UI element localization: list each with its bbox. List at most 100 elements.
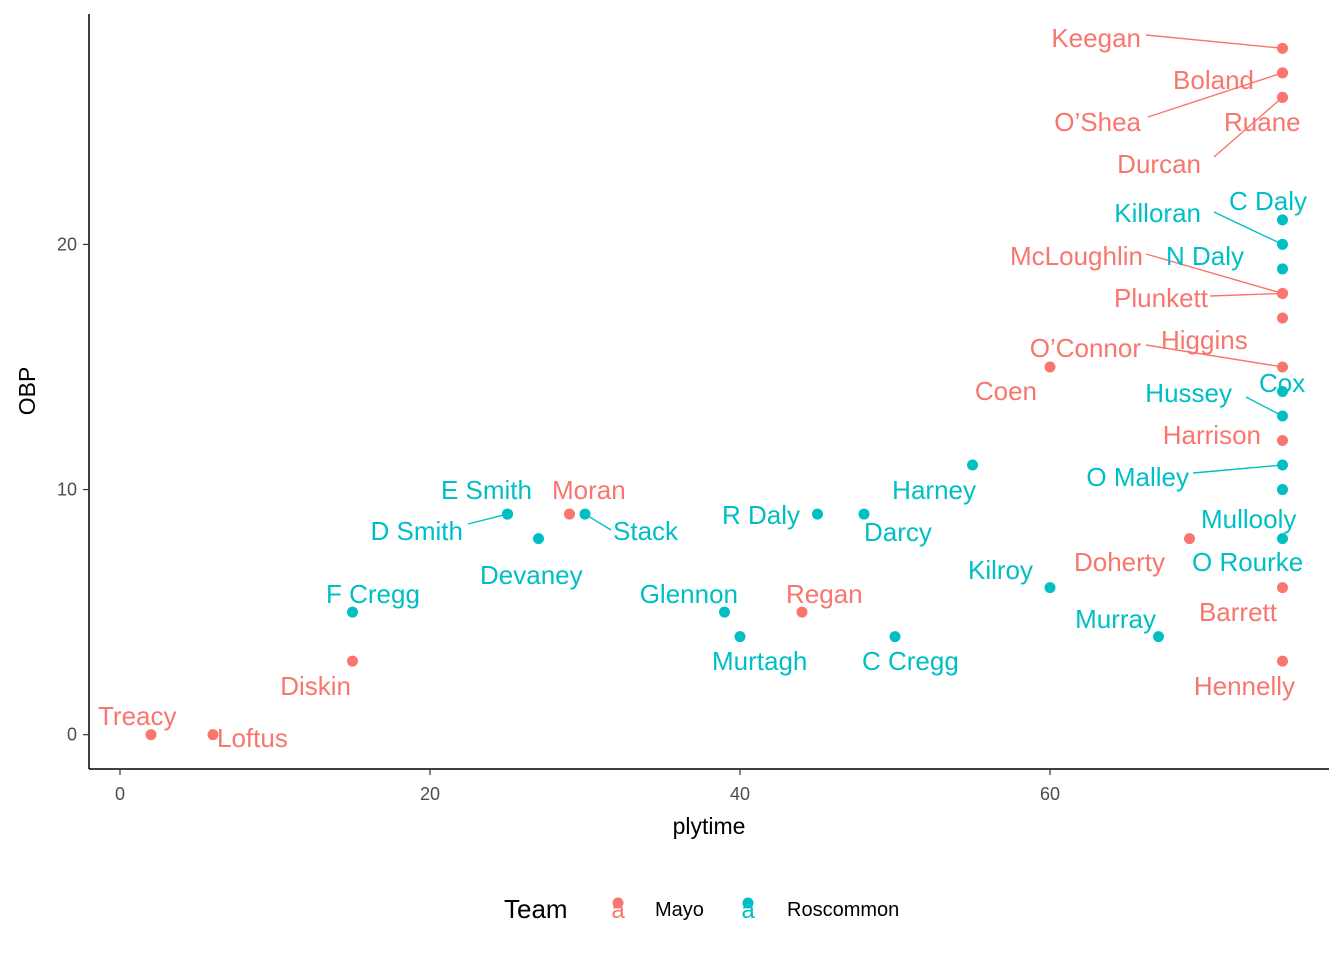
point-murray xyxy=(1153,631,1164,643)
label-e-smith: E Smith xyxy=(441,475,532,505)
label-barrett: Barrett xyxy=(1199,597,1278,627)
y-tick-label: 10 xyxy=(57,480,77,500)
connector-plunkett xyxy=(1209,292,1283,297)
label-boland: Boland xyxy=(1173,65,1254,95)
label-d-smith: D Smith xyxy=(371,516,463,546)
y-tick-label: 0 xyxy=(67,725,77,745)
label-n-daly: N Daly xyxy=(1166,241,1244,271)
connector-durcan xyxy=(1213,96,1283,158)
label-higgins: Higgins xyxy=(1161,325,1248,355)
connector-d-smith xyxy=(467,513,508,525)
label-coen: Coen xyxy=(975,376,1037,406)
data-points xyxy=(145,42,1288,741)
legend-item-mayo: a Mayo xyxy=(611,897,704,924)
point-mullooly xyxy=(1277,484,1288,496)
point-d-smith xyxy=(502,508,513,520)
label-glennon: Glennon xyxy=(640,579,738,609)
axes xyxy=(88,14,1329,770)
point-loftus xyxy=(207,729,219,741)
point-labels: Keegan Boland O’Shea Ruane Durcan McLoughlin P… xyxy=(98,23,1307,753)
x-tick-label: 20 xyxy=(420,784,440,804)
label-mullooly: Mullooly xyxy=(1201,504,1296,534)
point-o-rourke xyxy=(1277,533,1288,545)
point-harrison xyxy=(1277,435,1288,447)
label-connectors xyxy=(467,34,1283,531)
point-c-cregg xyxy=(889,631,901,643)
legend-label-mayo: Mayo xyxy=(655,899,704,921)
label-moran: Moran xyxy=(552,475,626,505)
label-c-daly: C Daly xyxy=(1229,186,1307,216)
point-o-malley xyxy=(1277,459,1288,471)
label-loftus: Loftus xyxy=(217,723,288,753)
label-stack: Stack xyxy=(613,516,679,546)
connector-hussey xyxy=(1245,396,1283,417)
label-doherty: Doherty xyxy=(1074,547,1165,577)
connector-o-connor xyxy=(1145,344,1283,368)
x-tick-label: 40 xyxy=(730,784,750,804)
label-harney: Harney xyxy=(892,475,976,505)
point-n-daly xyxy=(1277,263,1288,275)
label-keegan: Keegan xyxy=(1051,23,1141,53)
point-doherty xyxy=(1184,533,1195,545)
point-darcy xyxy=(858,508,870,520)
point-cox xyxy=(1277,386,1288,397)
point-stack xyxy=(579,508,591,520)
legend-key-glyph-roscommon: a xyxy=(741,897,755,924)
label-o-shea: O’Shea xyxy=(1054,107,1141,137)
label-f-cregg: F Cregg xyxy=(326,579,420,609)
x-tick-label: 0 xyxy=(115,784,125,804)
point-c-daly xyxy=(1277,214,1288,226)
label-hussey: Hussey xyxy=(1145,378,1232,408)
label-devaney: Devaney xyxy=(480,560,583,590)
legend-title: Team xyxy=(504,894,568,924)
point-plunkett xyxy=(1277,287,1288,299)
label-o-rourke: O Rourke xyxy=(1192,547,1303,577)
connector-o-malley xyxy=(1192,464,1283,474)
point-durcan xyxy=(1277,91,1288,103)
label-killoran: Killoran xyxy=(1114,198,1201,228)
point-moran xyxy=(564,508,575,520)
point-keegan xyxy=(1277,42,1288,54)
legend: Team a Mayo a Roscommon xyxy=(504,894,899,924)
point-harney xyxy=(967,459,978,471)
point-o-shea xyxy=(1277,67,1288,79)
legend-key-point-mayo xyxy=(612,897,624,909)
point-barrett xyxy=(1277,582,1288,594)
legend-label-roscommon: Roscommon xyxy=(787,899,899,921)
connector-keegan xyxy=(1145,34,1283,50)
label-harrison: Harrison xyxy=(1163,420,1261,450)
label-regan: Regan xyxy=(786,579,863,609)
label-o-connor: O’Connor xyxy=(1030,333,1142,363)
label-treacy: Treacy xyxy=(98,701,177,731)
label-r-daly: R Daly xyxy=(722,500,800,530)
label-hennelly: Hennelly xyxy=(1194,671,1295,701)
x-tick-label: 60 xyxy=(1040,784,1060,804)
connector-mcloughlin xyxy=(1145,253,1283,295)
point-o-connor xyxy=(1277,361,1288,373)
legend-key-glyph-mayo: a xyxy=(611,897,625,924)
point-kilroy xyxy=(1044,582,1056,594)
point-murtagh xyxy=(734,631,746,643)
point-treacy xyxy=(145,729,157,741)
y-tick-label: 20 xyxy=(57,234,77,254)
label-o-malley: O Malley xyxy=(1086,462,1189,492)
label-darcy: Darcy xyxy=(864,517,932,547)
point-hussey xyxy=(1277,410,1288,422)
legend-item-roscommon: a Roscommon xyxy=(741,897,899,924)
legend-key-point-roscommon xyxy=(742,897,754,909)
label-plunkett: Plunkett xyxy=(1114,283,1209,313)
label-c-cregg: C Cregg xyxy=(862,646,959,676)
point-diskin xyxy=(347,655,358,667)
connector-killoran xyxy=(1213,211,1283,246)
point-r-daly xyxy=(812,508,823,520)
label-cox: Cox xyxy=(1259,368,1305,398)
label-ruane: Ruane xyxy=(1224,107,1301,137)
label-durcan: Durcan xyxy=(1117,149,1201,179)
point-hennelly xyxy=(1277,655,1288,667)
connector-o-shea xyxy=(1147,72,1283,118)
point-coen xyxy=(1044,361,1056,373)
label-kilroy: Kilroy xyxy=(968,555,1033,585)
label-murray: Murray xyxy=(1075,604,1156,634)
x-axis-title: plytime xyxy=(673,813,746,839)
